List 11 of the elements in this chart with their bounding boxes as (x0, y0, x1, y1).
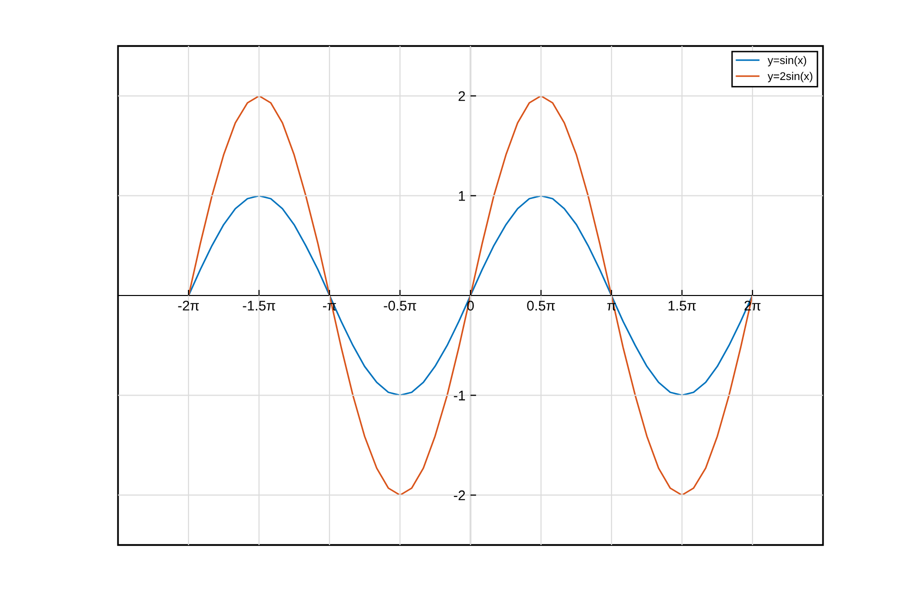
x-tick-label: 0.5π (527, 300, 555, 311)
legend-label: y=2sin(x) (768, 72, 812, 82)
x-tick-label: -1.5π (242, 300, 276, 311)
y-tick-label: -2 (454, 490, 465, 500)
legend-label: y=sin(x) (768, 56, 806, 66)
x-tick-label: -0.5π (384, 300, 416, 311)
y-tick-label: 1 (458, 191, 465, 201)
x-tick-label: 1.5π (668, 300, 696, 311)
y-tick-label: 2 (458, 91, 465, 101)
y-tick-label: -1 (454, 390, 465, 400)
x-tick-label: -2π (178, 300, 199, 311)
